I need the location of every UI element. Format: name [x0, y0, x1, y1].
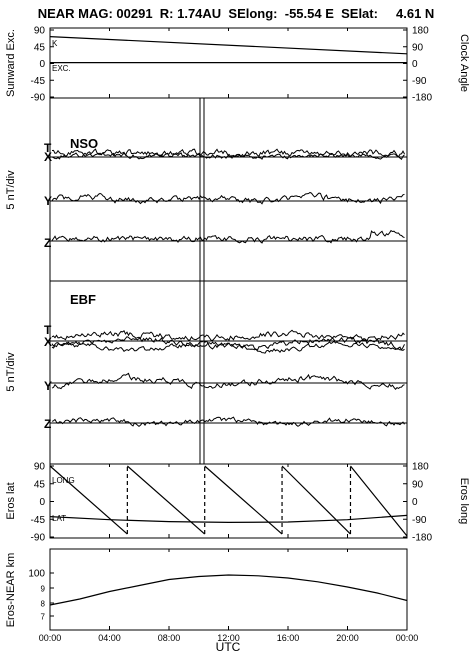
- x-tick-label: 00:00: [396, 633, 419, 643]
- x-tick-label: 04:00: [98, 633, 121, 643]
- data-spike: [199, 98, 205, 464]
- eros-panel: Eros lat Eros long 90 45 0 -45 -90 180 90 0 -90…: [5, 462, 470, 544]
- eros-left-label: Eros lat: [5, 482, 17, 519]
- range-left-tick: 100: [28, 569, 45, 580]
- nso-ylabel: 5 nT/div: [5, 170, 17, 210]
- nso-title: NSO: [70, 136, 98, 151]
- x-tick-label: 20:00: [336, 633, 359, 643]
- range-panel-frame: [49, 548, 408, 631]
- sunward-exc-label: EXC.: [52, 64, 71, 73]
- sunward-left-tick: -90: [31, 93, 46, 104]
- sunward-right-label: Clock Angle: [458, 34, 470, 92]
- nso-y-label: Y: [44, 194, 52, 208]
- range-left-tick: 8: [41, 600, 46, 609]
- eros-long-label: LONG: [52, 476, 75, 485]
- eros-right-ticks: 180 90 0 -90 -180: [403, 462, 432, 544]
- eros-left-tick: 45: [34, 479, 46, 490]
- sunward-left-tick: 0: [39, 59, 45, 70]
- eros-right-tick: 180: [412, 462, 429, 473]
- nso-x-trace: [51, 152, 405, 160]
- sunward-k-line: [49, 36, 408, 55]
- range-left-tick: 7: [41, 613, 46, 622]
- sunward-panel: Sunward Exc. Clock Angle 90 45 0 -45 -90 180…: [5, 26, 470, 104]
- range-left-tick: 9: [41, 585, 46, 594]
- ebf-x-label: X: [44, 335, 52, 349]
- ebf-z-trace: [51, 416, 405, 428]
- sunward-k-label: K: [52, 39, 58, 48]
- x-tick-label: 12:00: [217, 633, 240, 643]
- nso-x-label: X: [44, 150, 52, 164]
- eros-long-segment: [204, 465, 283, 535]
- sunward-left-tick: 45: [34, 42, 46, 53]
- nso-y-trace: [51, 191, 405, 205]
- sunward-left-tick: 90: [34, 26, 46, 37]
- eros-right-tick: -180: [412, 533, 432, 544]
- ebf-t-label: T: [44, 323, 52, 337]
- eros-left-tick: 0: [39, 497, 45, 508]
- x-tick-label: 08:00: [158, 633, 181, 643]
- eros-long-segment: [49, 465, 128, 535]
- eros-right-tick: -90: [412, 515, 427, 526]
- eros-panel-frame: [49, 463, 408, 539]
- sunward-left-ticks: 90 45 0 -45 -90: [31, 26, 54, 104]
- ebf-x-secondary-trace: [51, 340, 405, 354]
- range-panel: Eros-NEAR km 100 9 8 7: [5, 553, 408, 628]
- nso-t-trace: [51, 148, 405, 158]
- sunward-left-label: Sunward Exc.: [5, 29, 17, 97]
- ebf-x-trace: [51, 336, 405, 351]
- range-ylabel: Eros-NEAR km: [5, 553, 17, 628]
- figure-header: NEAR MAG: 00291 R: 1.74AU SElong: -55.54…: [38, 6, 435, 21]
- sunward-right-tick: 90: [412, 42, 424, 53]
- range-trace: [49, 574, 408, 606]
- eros-long-trace: [49, 465, 408, 537]
- sunward-right-tick: -180: [412, 93, 432, 104]
- nso-z-label: Z: [44, 236, 51, 250]
- ebf-panel: EBF 5 nT/div T X Y Z: [5, 292, 407, 431]
- range-left-ticks: 100 9 8 7: [28, 569, 54, 622]
- x-axis-label: UTC: [216, 640, 241, 654]
- eros-left-tick: -45: [31, 515, 46, 526]
- sunward-right-tick: 0: [412, 59, 418, 70]
- eros-lat-trace: [49, 514, 408, 524]
- eros-left-ticks: 90 45 0 -45 -90: [31, 462, 54, 544]
- eros-right-label: Eros long: [458, 478, 470, 524]
- sunward-right-tick: 180: [412, 26, 429, 37]
- ebf-ylabel: 5 nT/div: [5, 352, 17, 392]
- sunward-right-tick: -90: [412, 76, 427, 87]
- nso-z-trace: [51, 229, 405, 244]
- x-axis-ticks: 00:00 04:00 08:00 12:00 16:00 20:00 00:00: [39, 28, 419, 643]
- sunward-right-ticks: 180 90 0 -90 -180: [403, 26, 432, 104]
- eros-left-tick: -90: [31, 533, 46, 544]
- x-tick-label: 16:00: [277, 633, 300, 643]
- sunward-left-tick: -45: [31, 76, 46, 87]
- ebf-t-trace: [51, 329, 405, 342]
- eros-lat-label: LAT: [52, 514, 66, 523]
- eros-long-segment: [126, 465, 206, 535]
- ebf-y-trace: [51, 372, 405, 390]
- ebf-z-label: Z: [44, 417, 51, 431]
- nso-panel: NSO 5 nT/div T X Y Z: [5, 136, 407, 250]
- eros-right-tick: 90: [412, 479, 424, 490]
- ebf-y-label: Y: [44, 379, 52, 393]
- eros-long-segment: [281, 465, 351, 535]
- eros-long-segment: [350, 465, 408, 537]
- nso-t-label: T: [44, 141, 52, 155]
- eros-left-tick: 90: [34, 462, 46, 473]
- eros-right-tick: 0: [412, 497, 418, 508]
- x-tick-label: 00:00: [39, 633, 62, 643]
- ebf-title: EBF: [70, 292, 96, 307]
